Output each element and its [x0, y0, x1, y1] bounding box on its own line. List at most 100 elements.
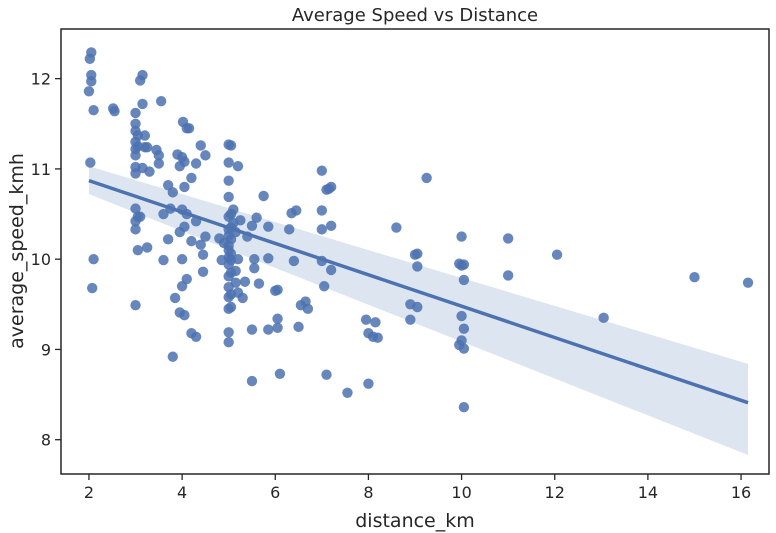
scatter-point: [372, 332, 383, 343]
scatter-point: [363, 378, 374, 389]
y-axis-label: average_speed_kmh: [6, 153, 28, 349]
scatter-point: [293, 321, 304, 333]
scatter-point: [158, 254, 169, 266]
scatter-point: [251, 212, 262, 223]
x-axis: 2 4 6 8 10 12 14 16: [84, 474, 751, 502]
scatter-point: [458, 343, 470, 354]
scatter-point: [176, 253, 188, 265]
scatter-point: [456, 335, 467, 346]
scatter-point: [325, 264, 337, 276]
scatter-point: [200, 150, 211, 161]
scatter-point: [130, 224, 141, 235]
scatter-point: [370, 317, 381, 328]
scatter-point: [391, 222, 402, 233]
regression-line: [88, 178, 749, 405]
scatter-point: [598, 312, 609, 324]
scatter-point: [223, 327, 234, 338]
x-tick-label: 6: [270, 483, 280, 502]
scatter-point: [302, 303, 314, 315]
scatter-point: [249, 262, 260, 274]
scatter-point: [83, 86, 95, 97]
scatter-point: [130, 150, 141, 161]
scatter-point: [321, 369, 332, 380]
scatter-point: [197, 266, 209, 278]
scatter-point: [130, 107, 141, 119]
scatter-point: [176, 281, 188, 292]
scatter-point: [291, 205, 302, 216]
scatter-point: [325, 220, 337, 231]
scatter-point: [197, 249, 209, 260]
scatter-point: [86, 76, 97, 87]
regression-line-layer: [88, 178, 749, 405]
scatter-point: [179, 156, 190, 167]
scatter-point: [158, 208, 169, 220]
scatter-point: [223, 303, 234, 315]
y-tick-label: 11: [31, 160, 51, 179]
scatter-point: [167, 187, 178, 198]
scatter-point: [405, 314, 416, 325]
scatter-point: [200, 231, 211, 242]
scatter-point: [179, 181, 190, 193]
scatter-point: [246, 375, 258, 387]
scatter-point: [169, 292, 181, 304]
scatter-point: [144, 166, 155, 177]
scatter-point: [288, 255, 300, 267]
scatter-point: [225, 140, 237, 151]
x-tick-label: 2: [84, 483, 94, 502]
scatter-point: [190, 331, 202, 342]
scatter-point: [458, 402, 470, 413]
x-tick-label: 12: [545, 483, 565, 502]
scatter-point: [246, 324, 258, 335]
scatter-point: [162, 234, 174, 245]
scatter-point: [85, 157, 96, 168]
scatter-point: [272, 284, 283, 296]
scatter-point: [249, 253, 260, 265]
scatter-point: [232, 161, 244, 172]
scatter-point: [272, 313, 283, 324]
scatter-point: [456, 310, 467, 322]
x-tick-label: 10: [451, 483, 471, 502]
y-tick-label: 12: [31, 70, 51, 89]
scatter-point: [235, 215, 246, 226]
x-tick-label: 16: [731, 483, 751, 502]
y-tick-label: 10: [31, 250, 51, 269]
scatter-point: [316, 205, 328, 216]
scatter-point: [316, 165, 328, 176]
scatter-point: [84, 53, 96, 64]
scatter-point: [167, 351, 178, 362]
scatter-point: [88, 105, 99, 116]
scatter-point: [109, 105, 120, 117]
scatter-point: [134, 211, 146, 222]
scatter-point: [87, 282, 98, 294]
scatter-point: [318, 281, 330, 292]
scatter-point: [742, 277, 754, 288]
scatter-point: [223, 337, 234, 348]
scatter-point: [239, 276, 251, 287]
y-tick-label: 8: [41, 431, 51, 450]
scatter-point: [223, 157, 234, 168]
scatter-point: [502, 233, 514, 244]
scatter-point: [153, 158, 165, 169]
scatter-point: [230, 265, 241, 277]
scatter-point: [412, 301, 423, 313]
scatter-point: [141, 142, 153, 153]
scatter-point: [130, 300, 141, 311]
y-axis: 8 9 10 11 12: [31, 70, 61, 450]
scatter-point: [230, 277, 241, 288]
scatter-point: [458, 323, 470, 334]
scatter-point: [274, 368, 286, 380]
scatter-point: [223, 191, 234, 203]
scatter-point: [223, 175, 234, 186]
scatter-point: [412, 261, 423, 272]
scatter-point: [228, 204, 239, 215]
scatter-point: [130, 168, 141, 179]
scatter-point: [223, 259, 234, 270]
scatter-point: [316, 224, 328, 235]
scatter-point: [195, 239, 206, 250]
scatter-point: [456, 231, 467, 242]
scatter-point: [551, 249, 563, 260]
scatter-point: [190, 158, 202, 169]
scatter-point: [502, 270, 514, 281]
scatter-point: [258, 190, 269, 202]
scatter-point: [223, 271, 234, 282]
